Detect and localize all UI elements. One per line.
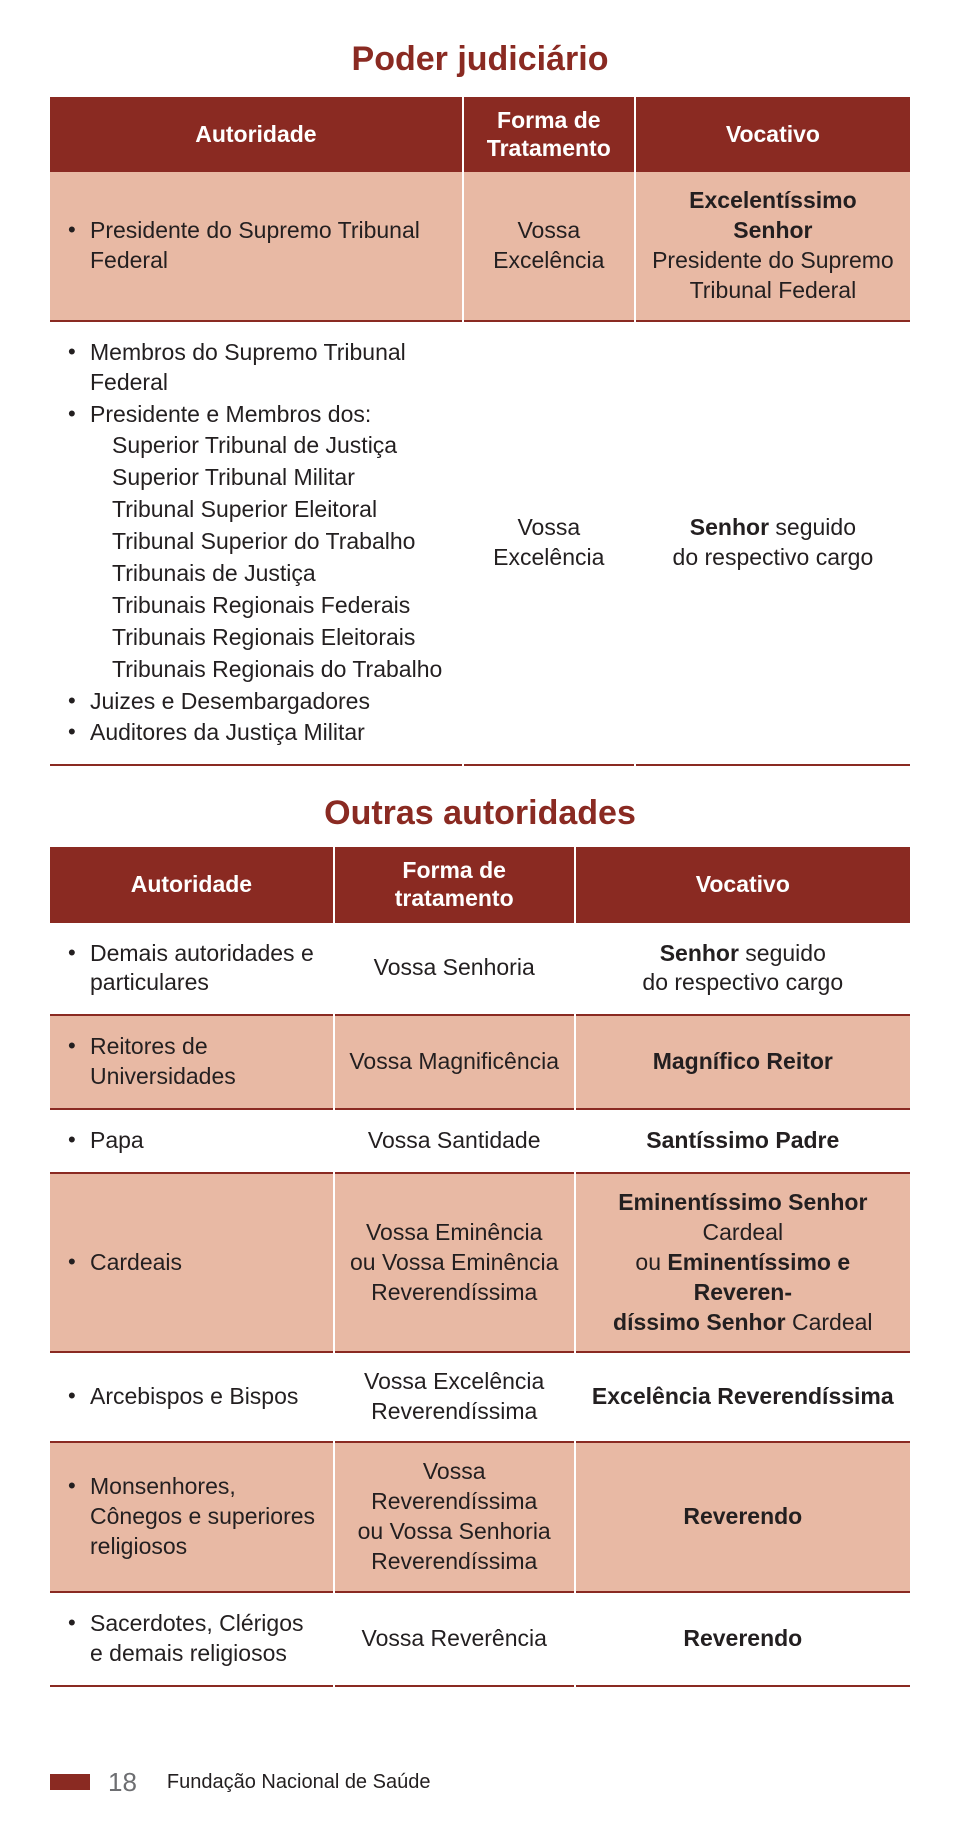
page-number: 18	[108, 1767, 137, 1798]
cell-forma: Vossa Eminênciaou Vossa EminênciaReveren…	[334, 1173, 575, 1352]
table-header-row: Autoridade Forma de tratamento Vocativo	[50, 847, 910, 922]
list-item: Juizes e Desembargadores	[68, 687, 450, 717]
table-header-row: Autoridade Forma de Tratamento Vocativo	[50, 97, 910, 172]
cell-forma: VossaExcelência	[463, 172, 635, 321]
table-row: Membros do Supremo Tribunal FederalPresi…	[50, 321, 910, 766]
auth-list: Presidente do Supremo Tribunal Federal	[62, 216, 450, 276]
table-row: Sacerdotes, Clérigos e demais religiosos…	[50, 1592, 910, 1686]
list-item: Papa	[68, 1126, 321, 1156]
th-vocativo: Vocativo	[635, 97, 910, 172]
sublist: Superior Tribunal de JustiçaSuperior Tri…	[90, 431, 450, 684]
cell-autoridade: Papa	[50, 1109, 334, 1173]
table-row: Demais autoridades e particularesVossa S…	[50, 923, 910, 1016]
section-title-2: Outras autoridades	[50, 794, 910, 833]
footer-accent-bar	[50, 1774, 90, 1790]
table-row: Arcebispos e Bispos Vossa ExcelênciaRever…	[50, 1352, 910, 1442]
cell-forma: VossaExcelência	[463, 321, 635, 766]
th-forma: Forma de Tratamento	[463, 97, 635, 172]
th-forma: Forma de tratamento	[334, 847, 575, 922]
cell-forma: Vossa Santidade	[334, 1109, 575, 1173]
auth-list: Arcebispos e Bispos	[62, 1382, 321, 1412]
table-row: Monsenhores, Cônegos e superiores religi…	[50, 1442, 910, 1592]
cell-autoridade: Demais autoridades e particulares	[50, 923, 334, 1016]
list-item: Sacerdotes, Clérigos e demais religiosos	[68, 1609, 321, 1669]
list-item: Monsenhores, Cônegos e superiores religi…	[68, 1472, 321, 1562]
footer-org: Fundação Nacional de Saúde	[167, 1771, 431, 1794]
sublist-item: Tribunais Regionais Eleitorais	[112, 623, 450, 653]
list-item: Auditores da Justiça Militar	[68, 718, 450, 748]
cell-autoridade: Arcebispos e Bispos	[50, 1352, 334, 1442]
cell-forma: Vossa Senhoria	[334, 923, 575, 1016]
list-item: Reitores de Universidades	[68, 1032, 321, 1092]
cell-vocativo: Excelência Reverendíssima	[575, 1352, 910, 1442]
table-judiciario: Autoridade Forma de Tratamento Vocativo …	[50, 97, 910, 766]
cell-vocativo: Excelentíssimo SenhorPresidente do Supre…	[635, 172, 910, 321]
list-item: Arcebispos e Bispos	[68, 1382, 321, 1412]
cell-autoridade: Reitores de Universidades	[50, 1015, 334, 1109]
list-item: Cardeais	[68, 1248, 321, 1278]
cell-forma: Vossa Magnificência	[334, 1015, 575, 1109]
sublist-item: Tribunal Superior do Trabalho	[112, 527, 450, 557]
page-container: Poder judiciário Autoridade Forma de Tra…	[0, 0, 960, 1828]
th-autoridade: Autoridade	[50, 847, 334, 922]
list-item: Presidente do Supremo Tribunal Federal	[68, 216, 450, 276]
auth-list: Reitores de Universidades	[62, 1032, 321, 1092]
table-row: Cardeais Vossa Eminênciaou Vossa Eminênci…	[50, 1173, 910, 1352]
sublist-item: Superior Tribunal de Justiça	[112, 431, 450, 461]
list-item: Membros do Supremo Tribunal Federal	[68, 338, 450, 398]
list-item: Presidente e Membros dos:Superior Tribun…	[68, 400, 450, 685]
section-title-1: Poder judiciário	[50, 40, 910, 79]
auth-list: Cardeais	[62, 1248, 321, 1278]
sublist-item: Tribunais Regionais Federais	[112, 591, 450, 621]
cell-autoridade: Membros do Supremo Tribunal FederalPresi…	[50, 321, 463, 766]
sublist-item: Superior Tribunal Militar	[112, 463, 450, 493]
auth-list: Monsenhores, Cônegos e superiores religi…	[62, 1472, 321, 1562]
cell-autoridade: Monsenhores, Cônegos e superiores religi…	[50, 1442, 334, 1592]
cell-vocativo: Eminentíssimo Senhor Cardealou Eminentís…	[575, 1173, 910, 1352]
auth-list: Membros do Supremo Tribunal FederalPresi…	[62, 338, 450, 749]
cell-vocativo: Senhor seguidodo respectivo cargo	[575, 923, 910, 1016]
table-row: Papa Vossa SantidadeSantíssimo Padre	[50, 1109, 910, 1173]
sublist-item: Tribunais de Justiça	[112, 559, 450, 589]
cell-autoridade: Sacerdotes, Clérigos e demais religiosos	[50, 1592, 334, 1686]
cell-forma: Vossa ExcelênciaReverendíssima	[334, 1352, 575, 1442]
cell-vocativo: Senhor seguidodo respectivo cargo	[635, 321, 910, 766]
cell-forma: Vossa Reverência	[334, 1592, 575, 1686]
cell-vocativo: Reverendo	[575, 1592, 910, 1686]
auth-list: Demais autoridades e particulares	[62, 939, 321, 999]
cell-autoridade: Cardeais	[50, 1173, 334, 1352]
table-row: Reitores de UniversidadesVossa Magnificê…	[50, 1015, 910, 1109]
cell-autoridade: Presidente do Supremo Tribunal Federal	[50, 172, 463, 321]
th-vocativo: Vocativo	[575, 847, 910, 922]
list-item: Demais autoridades e particulares	[68, 939, 321, 999]
auth-list: Papa	[62, 1126, 321, 1156]
auth-list: Sacerdotes, Clérigos e demais religiosos	[62, 1609, 321, 1669]
cell-vocativo: Reverendo	[575, 1442, 910, 1592]
page-footer: 18 Fundação Nacional de Saúde	[50, 1767, 910, 1798]
cell-vocativo: Santíssimo Padre	[575, 1109, 910, 1173]
cell-forma: Vossa Reverendíssimaou Vossa SenhoriaRev…	[334, 1442, 575, 1592]
cell-vocativo: Magnífico Reitor	[575, 1015, 910, 1109]
table-row: Presidente do Supremo Tribunal FederalVo…	[50, 172, 910, 321]
sublist-item: Tribunal Superior Eleitoral	[112, 495, 450, 525]
th-autoridade: Autoridade	[50, 97, 463, 172]
sublist-item: Tribunais Regionais do Trabalho	[112, 655, 450, 685]
table-outras: Autoridade Forma de tratamento Vocativo …	[50, 847, 910, 1686]
